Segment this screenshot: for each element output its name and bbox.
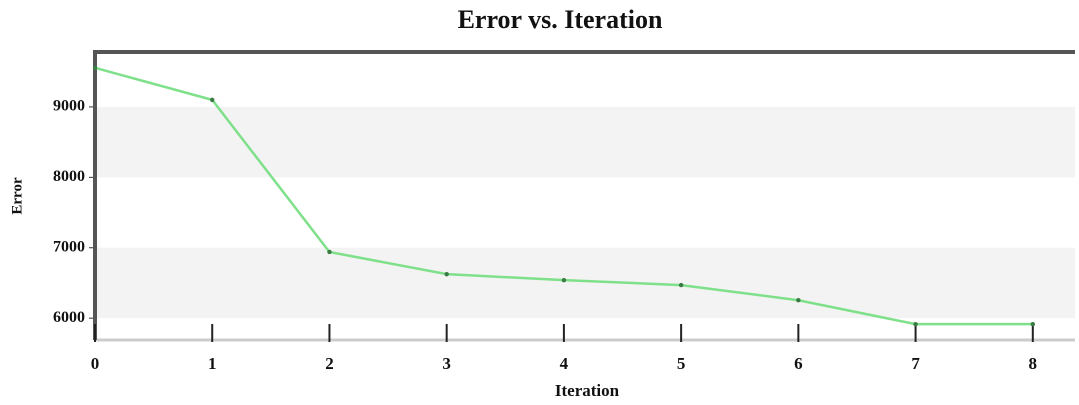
x-tick-label: 7 — [911, 354, 920, 373]
x-tick-label: 6 — [794, 354, 803, 373]
y-tick-label: 7000 — [53, 238, 85, 255]
data-point — [327, 249, 332, 255]
x-tick-label: 4 — [560, 354, 569, 373]
data-point — [913, 321, 918, 327]
x-tick-label: 8 — [1029, 354, 1038, 373]
x-tick-label: 2 — [325, 354, 334, 373]
y-axis-label: Error — [9, 177, 25, 215]
data-point — [210, 97, 215, 103]
y-tick-label: 6000 — [53, 309, 85, 326]
grid-band — [95, 247, 1075, 319]
x-tick-label: 5 — [677, 354, 686, 373]
data-point — [444, 271, 449, 277]
y-tick-label: 9000 — [53, 98, 85, 115]
x-tick-label: 0 — [91, 354, 100, 373]
chart-title: Error vs. Iteration — [458, 5, 663, 34]
x-axis-label: Iteration — [555, 381, 620, 400]
data-point — [796, 298, 801, 303]
data-point — [1030, 321, 1035, 327]
grid-band — [95, 106, 1075, 178]
data-point — [561, 277, 567, 283]
y-tick-label: 8000 — [53, 168, 85, 185]
x-tick-label: 1 — [208, 354, 217, 373]
data-point — [678, 282, 684, 288]
x-tick-label: 3 — [442, 354, 451, 373]
data-point — [92, 65, 98, 71]
